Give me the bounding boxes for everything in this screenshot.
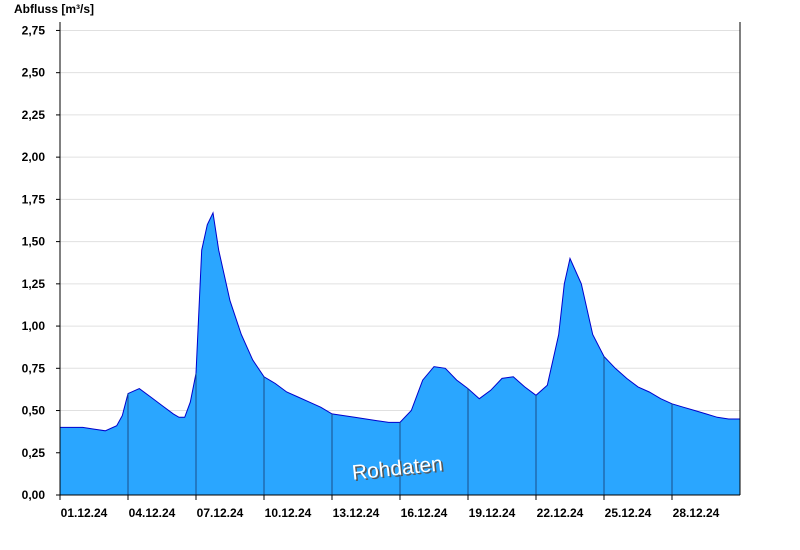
x-tick-label: 22.12.24 — [537, 506, 584, 520]
x-tick-label: 07.12.24 — [197, 506, 244, 520]
y-axis-title: Abfluss [m³/s] — [14, 2, 94, 16]
y-tick-label: 1,75 — [22, 192, 46, 206]
x-tick-label: 16.12.24 — [401, 506, 448, 520]
grid-lines — [60, 29, 740, 454]
x-tick-label: 19.12.24 — [469, 506, 516, 520]
y-tick-label: 0,75 — [22, 361, 46, 375]
y-tick-label: 0,50 — [22, 404, 46, 418]
y-tick-label: 2,25 — [22, 108, 46, 122]
y-tick-label: 2,75 — [22, 23, 46, 37]
y-tick-label: 1,25 — [22, 277, 46, 291]
area-fill — [60, 212, 740, 495]
y-tick-label: 2,50 — [22, 66, 46, 80]
y-tick-label: 0,00 — [22, 488, 46, 502]
x-tick-label: 13.12.24 — [333, 506, 380, 520]
x-tick-label: 25.12.24 — [605, 506, 652, 520]
y-tick-label: 1,00 — [22, 319, 46, 333]
x-tick-label: 01.12.24 — [61, 506, 108, 520]
y-axis-ticks: 0,00 0,25 0,50 0,75 1,00 1,25 1,50 1,75 2,00 2,25… — [22, 23, 60, 502]
x-tick-label: 10.12.24 — [265, 506, 312, 520]
series-line — [60, 211, 740, 432]
y-tick-label: 1,50 — [22, 235, 46, 249]
y-tick-label: 0,25 — [22, 446, 46, 460]
area-series — [60, 211, 740, 495]
y-tick-label: 2,00 — [22, 150, 46, 164]
x-tick-label: 04.12.24 — [129, 506, 176, 520]
x-axis-ticks: 01.12.24 04.12.24 07.12.24 10.12.24 13.12.24… — [59, 495, 720, 520]
watermark: Rohdaten Rohdaten — [351, 452, 446, 486]
x-tick-label: 28.12.24 — [673, 506, 720, 520]
day-separator-lines — [127, 356, 673, 495]
